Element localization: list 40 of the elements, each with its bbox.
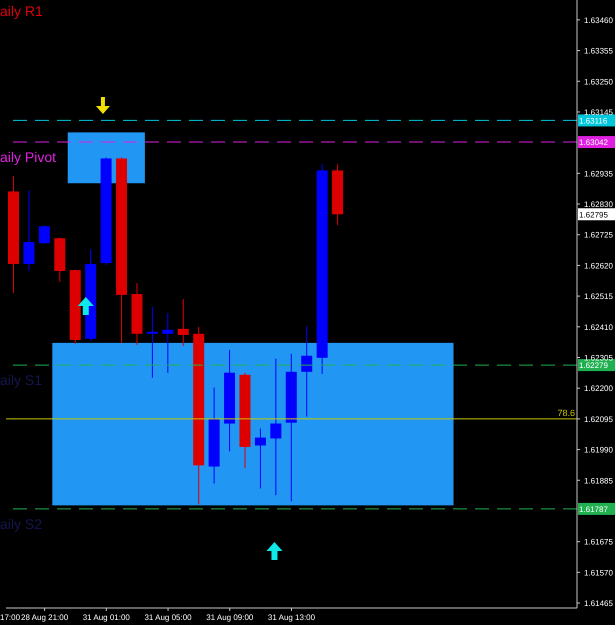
y-tick-label: 1.62200 xyxy=(584,384,614,394)
y-tick-label: 1.61990 xyxy=(584,446,614,455)
y-tick-label: 1.61465 xyxy=(584,599,614,608)
ref-line-label: 1.61787 xyxy=(579,504,608,514)
annotation: aily Pivot xyxy=(0,149,56,166)
candlestick xyxy=(38,224,50,244)
x-tick-label: 31 Aug 13:00 xyxy=(268,613,316,622)
y-tick-label: 1.62095 xyxy=(584,414,614,424)
x-tick-label: 31 Aug 01:00 xyxy=(82,613,130,622)
annotation: aily S2 xyxy=(0,516,42,532)
candlestick xyxy=(162,312,174,374)
y-tick-label: 1.61885 xyxy=(584,476,614,486)
candlestick xyxy=(301,325,312,418)
y-tick-label: 1.63250 xyxy=(584,77,614,86)
x-tick-label: 31 Aug 05:00 xyxy=(144,613,192,622)
y-tick-label: 1.62620 xyxy=(584,261,614,270)
ref-line-label: 1.63116 xyxy=(579,116,608,126)
text: 17:00 xyxy=(0,613,21,622)
y-tick-label: 1.62515 xyxy=(584,292,614,302)
y-tick-label: 1.62830 xyxy=(584,200,614,210)
ref-line-label: 1.63042 xyxy=(579,138,608,148)
y-tick-label: 1.62725 xyxy=(584,230,614,240)
y-tick-label: 1.61570 xyxy=(584,568,614,578)
annotation: aily R1 xyxy=(0,3,44,19)
y-tick-label: 1.63355 xyxy=(584,46,614,56)
annotation: 78.6 xyxy=(557,408,575,418)
candlestick xyxy=(178,298,189,346)
y-tick-label: 1.61675 xyxy=(584,538,614,547)
x-tick-label: 31 Aug 09:00 xyxy=(206,613,254,622)
ref-line-label: 1.62279 xyxy=(579,361,608,370)
x-tick-label: 28 Aug 21:00 xyxy=(21,613,69,622)
y-tick-label: 1.62935 xyxy=(584,169,614,178)
text: 1.62795 xyxy=(579,210,608,220)
candlestick xyxy=(270,358,282,496)
candlestick xyxy=(254,428,266,489)
y-tick-label: 1.63460 xyxy=(584,16,614,25)
candlestick xyxy=(23,190,34,272)
y-tick-label: 1.62410 xyxy=(584,322,614,332)
annotation: aily S1 xyxy=(0,372,42,388)
candlestick xyxy=(146,306,158,378)
